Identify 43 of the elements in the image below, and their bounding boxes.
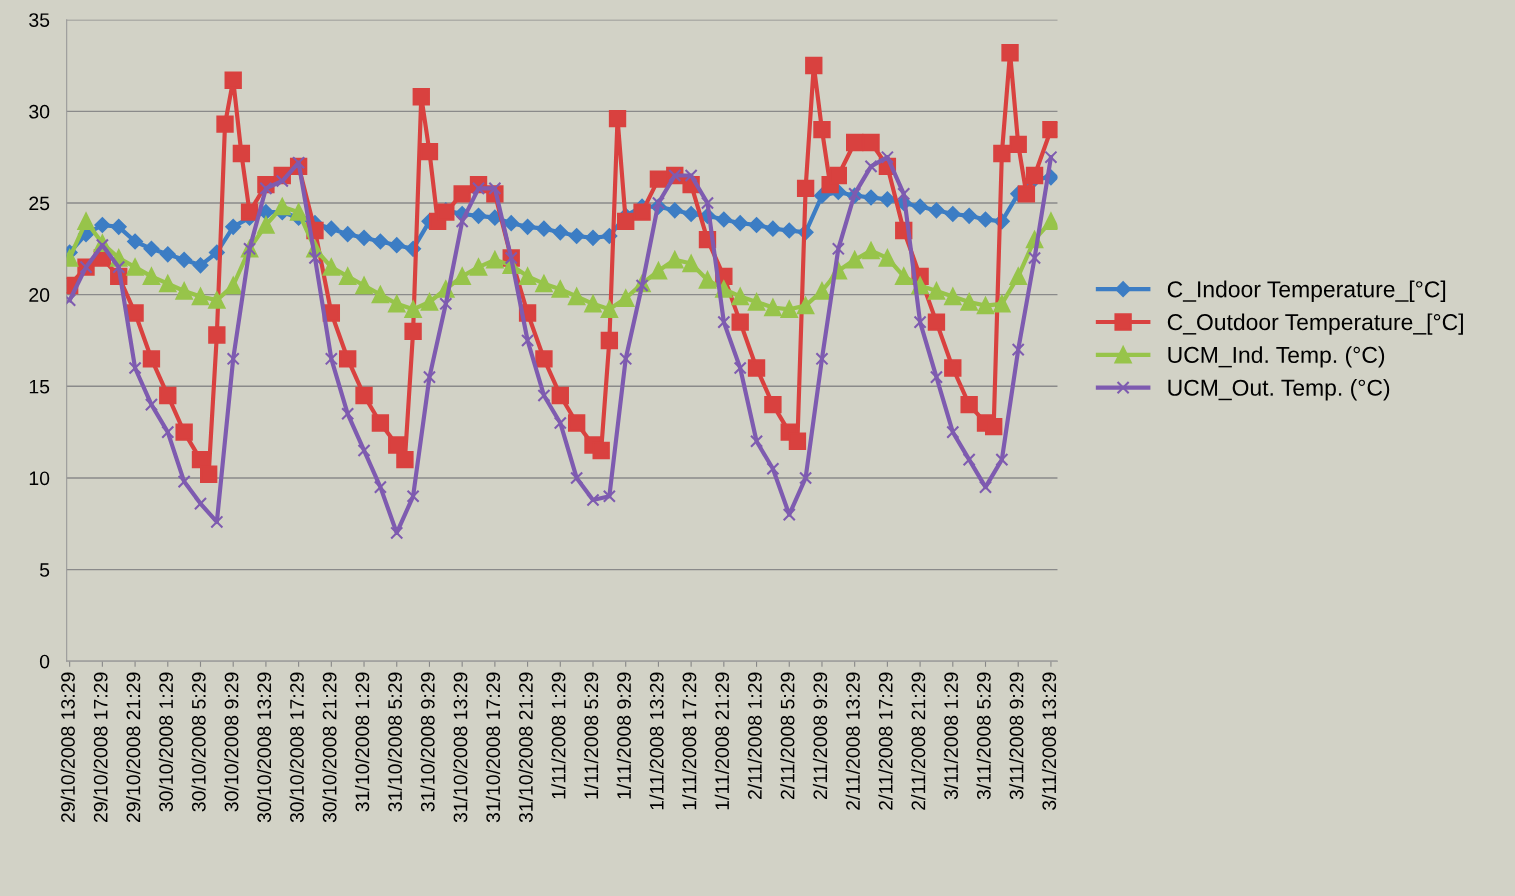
x-tick-label: 3/11/2008 5:29 — [976, 672, 991, 800]
x-tick-label: 2/11/2008 1:29 — [747, 672, 762, 799]
x-tick-label: 30/10/2008 21:29 — [322, 672, 337, 823]
x-tick-label: 30/10/2008 13:29 — [256, 672, 272, 823]
y-tick-label: 5 — [39, 563, 50, 577]
y-tick-label: 0 — [39, 654, 50, 669]
x-tick-label: 1/11/2008 9:29 — [616, 672, 631, 799]
legend-label: UCM_Ind. Temp. (°C) — [1168, 346, 1385, 368]
x-tick-label: 31/10/2008 17:29 — [485, 672, 501, 823]
x-tick-label: 31/10/2008 9:29 — [420, 672, 435, 812]
x-tick-label: 31/10/2008 21:29 — [518, 672, 533, 823]
x-tick-label: 29/10/2008 21:29 — [126, 672, 141, 823]
y-tick-label: 15 — [29, 379, 50, 394]
x-tick-label: 29/10/2008 13:29 — [60, 672, 75, 823]
x-tick-label: 30/10/2008 17:29 — [289, 672, 304, 823]
y-tick-label: 25 — [29, 196, 50, 211]
y-tick-label: 20 — [29, 288, 50, 302]
legend-label: C_Outdoor Temperature_[°C] — [1167, 313, 1463, 335]
y-tick-label: 10 — [29, 471, 50, 486]
x-tick-label: 2/11/2008 5:29 — [780, 672, 795, 799]
x-tick-label: 30/10/2008 9:29 — [224, 672, 239, 812]
x-tick-label: 31/10/2008 5:29 — [387, 672, 402, 812]
x-tick-label: 3/11/2008 1:29 — [943, 672, 959, 800]
x-tick-label: 2/11/2008 17:29 — [878, 672, 893, 810]
x-tick-label: 1/11/2008 21:29 — [714, 672, 730, 810]
x-tick-label: 30/10/2008 5:29 — [191, 672, 206, 812]
legend-label: C_Indoor Temperature_[°C] — [1167, 280, 1446, 302]
x-tick-label: 29/10/2008 17:29 — [93, 672, 108, 823]
x-tick-label: 2/11/2008 9:29 — [812, 672, 828, 799]
x-tick-label: 2/11/2008 21:29 — [911, 672, 926, 810]
x-tick-label: 1/11/2008 5:29 — [583, 672, 599, 799]
x-tick-label: 3/11/2008 13:29 — [1041, 672, 1057, 811]
x-tick-label: 2/11/2008 13:29 — [845, 672, 860, 810]
y-tick-label: 35 — [29, 13, 50, 27]
x-tick-label: 31/10/2008 1:29 — [354, 672, 370, 812]
x-tick-label: 1/11/2008 13:29 — [649, 672, 664, 810]
y-tick-label: 30 — [29, 104, 50, 119]
x-tick-label: 1/11/2008 17:29 — [682, 672, 697, 810]
x-tick-label: 30/10/2008 1:29 — [158, 672, 173, 812]
x-tick-label: 3/11/2008 9:29 — [1009, 672, 1024, 800]
x-tick-label: 1/11/2008 1:29 — [551, 672, 566, 799]
legend-label: UCM_Out. Temp. (°C) — [1168, 379, 1390, 401]
x-tick-label: 31/10/2008 13:29 — [453, 672, 468, 823]
